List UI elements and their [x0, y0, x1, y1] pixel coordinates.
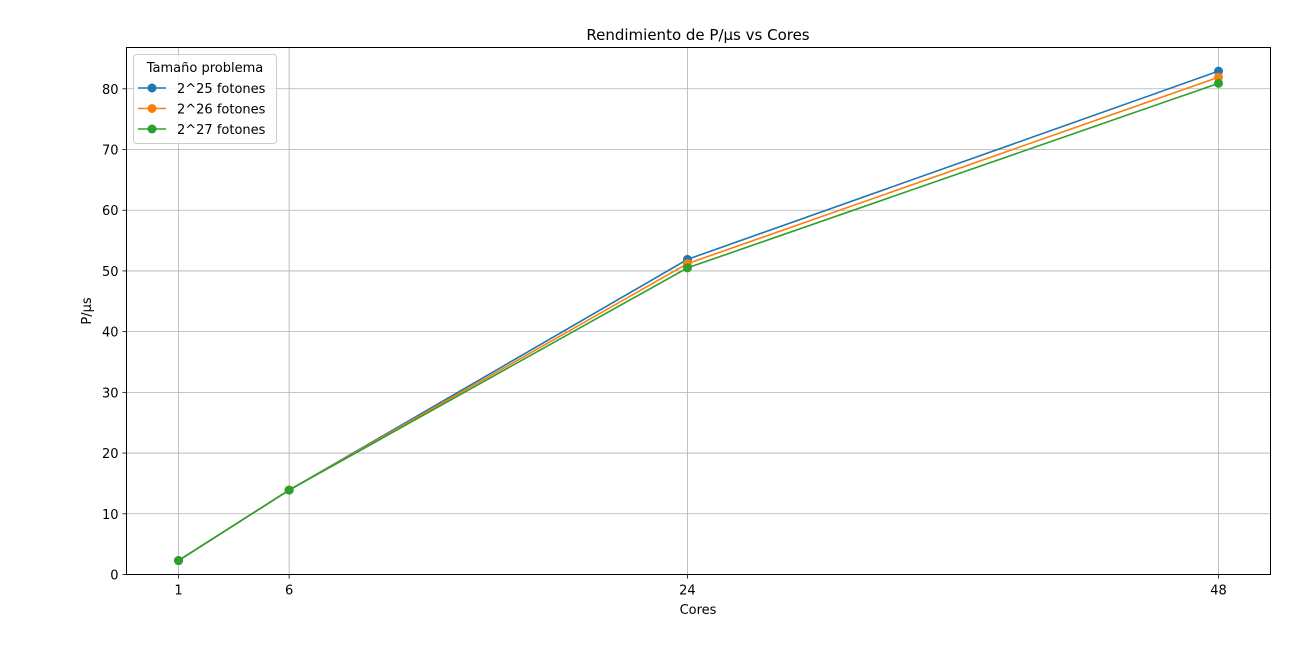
legend-item: 2^26 fotones	[138, 103, 266, 118]
x-tick-label: 24	[679, 584, 696, 599]
y-tick-label: 70	[102, 144, 119, 159]
legend-title: Tamaño problema	[146, 61, 263, 76]
y-tick-label: 20	[102, 447, 119, 462]
legend-label: 2^26 fotones	[177, 103, 266, 118]
plot-frame	[126, 47, 1271, 575]
x-tick-label: 48	[1210, 584, 1227, 599]
legend: Tamaño problema 2^25 fotones 2^26 fotones…	[133, 54, 277, 144]
series-layer	[174, 66, 1223, 566]
legend-label: 2^27 fotones	[177, 123, 266, 138]
data-point	[1214, 78, 1223, 88]
chart-title: Rendimiento de P/µs vs Cores	[586, 26, 809, 44]
y-tick-label: 50	[102, 265, 119, 280]
legend-box	[133, 54, 277, 144]
series-1	[174, 66, 1223, 566]
data-point	[682, 263, 692, 273]
y-tick-label: 80	[102, 83, 119, 98]
legend-marker	[147, 104, 157, 113]
data-point	[284, 485, 294, 495]
y-tick-label: 10	[102, 508, 119, 523]
series-line	[178, 82, 1219, 562]
series-3	[174, 78, 1223, 566]
x-tick-label: 1	[174, 584, 182, 599]
grid	[126, 47, 1271, 575]
legend-marker	[147, 83, 157, 93]
data-point	[174, 556, 183, 566]
y-tick-label: 60	[102, 204, 119, 219]
y-axis-label: P/µs	[80, 297, 95, 324]
x-axis-label: Cores	[680, 603, 717, 618]
y-tick-label: 30	[102, 386, 119, 401]
x-tick-label: 6	[285, 584, 293, 599]
axis-ticks: 1 6 24 48 0 10 20 30 40 50 60 70 80	[102, 83, 1227, 599]
legend-items: 2^25 fotones 2^26 fotones 2^27 fotones	[138, 82, 266, 138]
series-line	[178, 70, 1219, 562]
legend-item: 2^27 fotones	[138, 123, 266, 138]
legend-marker	[147, 124, 157, 134]
legend-label: 2^25 fotones	[177, 82, 266, 97]
series-2	[174, 72, 1223, 566]
y-tick-label: 0	[110, 569, 118, 584]
y-tick-label: 40	[102, 326, 119, 341]
legend-item: 2^25 fotones	[138, 82, 266, 97]
